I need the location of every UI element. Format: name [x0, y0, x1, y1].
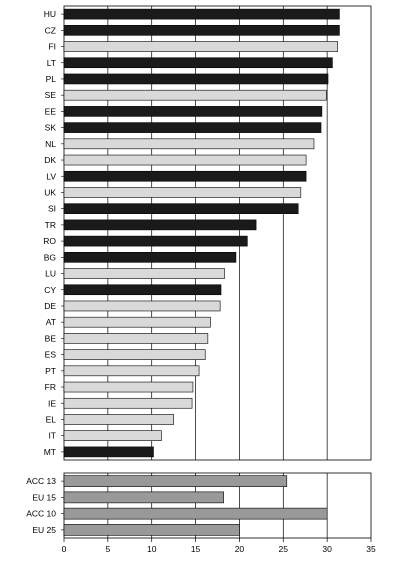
category-label: EU 15 — [32, 492, 56, 502]
category-label: LV — [46, 171, 56, 181]
category-label: TR — [45, 220, 56, 230]
bar-cy — [63, 284, 222, 296]
bar-ee — [63, 106, 323, 117]
bar-se — [63, 89, 327, 101]
x-tick-label: 0 — [62, 544, 67, 554]
bar-es — [63, 349, 206, 360]
category-label: ACC 10 — [26, 509, 56, 519]
bar-pl — [63, 73, 329, 85]
category-label: UK — [44, 187, 56, 197]
category-label: FI — [48, 42, 56, 52]
bar-acc-10 — [63, 507, 328, 520]
bar-eu-15 — [63, 491, 224, 504]
category-label: SK — [45, 123, 57, 133]
bar-sk — [63, 122, 322, 133]
x-tick-label: 15 — [191, 544, 201, 554]
bar-at — [63, 316, 211, 328]
category-label: NL — [45, 139, 56, 149]
category-label: PL — [46, 74, 57, 84]
panel-frame — [63, 5, 372, 461]
category-label: LU — [45, 269, 56, 279]
x-tick-label: 5 — [105, 544, 110, 554]
category-label: IT — [48, 431, 56, 441]
category-label: BG — [44, 252, 56, 262]
category-label: HU — [44, 9, 56, 19]
bar-nl — [63, 138, 315, 150]
x-tick-label: 35 — [366, 544, 376, 554]
bar-ie — [63, 397, 193, 409]
category-label: DE — [44, 301, 56, 311]
bar-lu — [63, 268, 225, 279]
category-label: ACC 13 — [26, 476, 56, 486]
bar-de — [63, 300, 221, 312]
category-label: MT — [44, 447, 56, 457]
bar-si — [63, 203, 299, 214]
bar-acc-13 — [63, 475, 288, 487]
category-label: EL — [46, 414, 57, 424]
bar-mt — [63, 446, 154, 458]
bar-fr — [63, 381, 194, 393]
bar-bg — [63, 252, 237, 263]
panel-frame — [63, 472, 372, 539]
category-label: EU 25 — [32, 525, 56, 535]
category-label: PT — [45, 366, 56, 376]
bar-el — [63, 414, 174, 425]
bar-eu-25 — [63, 524, 240, 536]
x-tick-label: 20 — [235, 544, 245, 554]
category-label: AT — [46, 317, 56, 327]
category-label: LT — [47, 58, 56, 68]
category-label: BE — [45, 333, 57, 343]
x-tick-label: 25 — [279, 544, 289, 554]
category-label: EE — [45, 106, 57, 116]
category-label: RO — [43, 236, 56, 246]
bar-lv — [63, 170, 307, 182]
category-label: CZ — [45, 25, 56, 35]
bar-uk — [63, 187, 302, 198]
category-label: ES — [45, 350, 57, 360]
bar-fi — [63, 41, 338, 52]
category-label: IE — [48, 398, 56, 408]
category-label: SE — [45, 90, 57, 100]
bar-tr — [63, 219, 257, 231]
bar-be — [63, 333, 209, 344]
bar-ro — [63, 235, 248, 247]
category-label: CY — [44, 285, 56, 295]
bar-dk — [63, 154, 307, 166]
category-label: DK — [44, 155, 56, 165]
x-tick-label: 10 — [147, 544, 157, 554]
bar-cz — [63, 25, 340, 36]
category-label: FR — [45, 382, 56, 392]
category-label: SI — [48, 204, 56, 214]
bar-hu — [63, 8, 340, 20]
bar-it — [63, 430, 162, 441]
bar-pt — [63, 365, 200, 377]
bar-lt — [63, 57, 333, 69]
x-tick-label: 30 — [322, 544, 332, 554]
